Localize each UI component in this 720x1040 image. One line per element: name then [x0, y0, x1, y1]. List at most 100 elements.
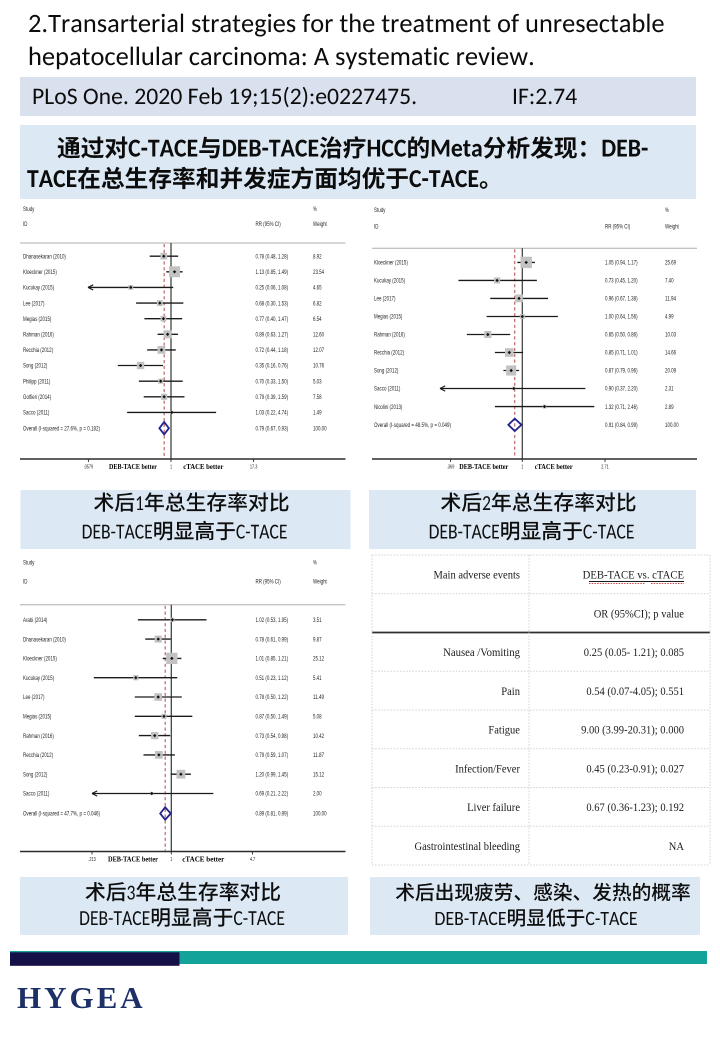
- svg-text:DEB-TACE better: DEB-TACE better: [108, 855, 158, 864]
- svg-text:Fatigue: Fatigue: [488, 725, 520, 737]
- svg-text:Liver failure: Liver failure: [467, 802, 520, 814]
- svg-text:1.32 (0.71, 2.46): 1.32 (0.71, 2.46): [605, 405, 638, 411]
- svg-text:10.76: 10.76: [313, 364, 325, 370]
- svg-text:0.67 (0.36-1.23); 0.192: 0.67 (0.36-1.23); 0.192: [586, 802, 684, 814]
- svg-text:Dhanasekaran (2010): Dhanasekaran (2010): [23, 637, 66, 643]
- svg-text:Weight: Weight: [665, 225, 679, 231]
- svg-text:Pain: Pain: [501, 686, 520, 698]
- svg-text:0.72 (0.44, 1.18): 0.72 (0.44, 1.18): [256, 348, 289, 354]
- svg-text:Rahman (2016): Rahman (2016): [23, 734, 54, 740]
- svg-text:6.82: 6.82: [313, 301, 322, 307]
- svg-text:Sacco (2011): Sacco (2011): [374, 387, 400, 393]
- svg-text:0.78 (0.50, 1.22): 0.78 (0.50, 1.22): [256, 695, 289, 701]
- svg-text:0.90 (0.37, 2.20): 0.90 (0.37, 2.20): [605, 387, 638, 393]
- svg-text:.0579: .0579: [84, 465, 94, 471]
- svg-text:0.25 (0.05- 1.21); 0.085: 0.25 (0.05- 1.21); 0.085: [584, 647, 684, 659]
- svg-text:Overall (I-squared = 47.7%, p: Overall (I-squared = 47.7%, p = 0.046): [23, 812, 100, 818]
- svg-text:0.78 (0.61, 0.99): 0.78 (0.61, 0.99): [256, 637, 289, 643]
- svg-text:4.99: 4.99: [665, 315, 674, 321]
- svg-text:Song (2012): Song (2012): [23, 364, 47, 370]
- svg-text:OR (95%CI); p value: OR (95%CI); p value: [594, 608, 684, 620]
- svg-text:10.42: 10.42: [313, 734, 325, 740]
- svg-text:2.00: 2.00: [313, 792, 322, 798]
- svg-text:0.79 (0.59, 1.07): 0.79 (0.59, 1.07): [256, 753, 289, 759]
- svg-text:0.96 (0.67, 1.38): 0.96 (0.67, 1.38): [605, 297, 638, 303]
- svg-text:2.31: 2.31: [665, 387, 674, 393]
- svg-text:100.00: 100.00: [665, 423, 679, 429]
- svg-text:Kucukay (2015): Kucukay (2015): [374, 279, 405, 285]
- svg-text:%: %: [665, 208, 669, 214]
- svg-text:14.66: 14.66: [665, 351, 677, 357]
- svg-text:Kloeckner (2015): Kloeckner (2015): [23, 270, 57, 276]
- svg-text:ID: ID: [374, 225, 379, 231]
- svg-text:RR (95% CI): RR (95% CI): [256, 222, 281, 228]
- svg-text:Kloeckner (2015): Kloeckner (2015): [374, 261, 408, 267]
- svg-text:2.71: 2.71: [601, 465, 609, 471]
- svg-text:0.79 (0.67, 0.93): 0.79 (0.67, 0.93): [256, 426, 289, 432]
- svg-text:Nicolini (2013): Nicolini (2013): [374, 405, 402, 411]
- svg-text:25.69: 25.69: [665, 261, 677, 267]
- svg-text:Overall (I-squared = 48.5%, p: Overall (I-squared = 48.5%, p = 0.049): [374, 423, 451, 429]
- svg-text:Overall (I-squared = 27.6%, p: Overall (I-squared = 27.6%, p = 0.182): [23, 426, 100, 432]
- svg-text:3.51: 3.51: [313, 618, 322, 624]
- svg-text:RR (95% CI): RR (95% CI): [605, 225, 630, 231]
- svg-text:cTACE better: cTACE better: [183, 462, 223, 471]
- svg-text:1.00 (0.64, 1.56): 1.00 (0.64, 1.56): [605, 315, 638, 321]
- svg-text:.369: .369: [447, 465, 455, 471]
- svg-text:Rahman (2016): Rahman (2016): [374, 333, 405, 339]
- svg-text:0.85 (0.71, 1.01): 0.85 (0.71, 1.01): [605, 351, 638, 357]
- svg-text:1.02 (0.53, 1.95): 1.02 (0.53, 1.95): [256, 618, 289, 624]
- svg-text:11.87: 11.87: [313, 753, 325, 759]
- svg-text:1: 1: [170, 857, 172, 863]
- svg-text:7.58: 7.58: [313, 395, 322, 401]
- svg-text:0.45 (0.23-0.91); 0.027: 0.45 (0.23-0.91); 0.027: [586, 763, 684, 775]
- svg-text:Weight: Weight: [313, 222, 327, 228]
- svg-text:0.70 (0.33, 1.50): 0.70 (0.33, 1.50): [256, 379, 289, 385]
- svg-text:ID: ID: [23, 222, 28, 228]
- svg-text:1: 1: [170, 465, 172, 471]
- svg-text:Rahman (2016): Rahman (2016): [23, 333, 54, 339]
- svg-text:Infection/Fever: Infection/Fever: [455, 763, 520, 775]
- svg-text:DEB-TACE vs. cTACE: DEB-TACE vs. cTACE: [583, 570, 684, 582]
- svg-text:0.87 (0.79, 0.96): 0.87 (0.79, 0.96): [605, 369, 638, 375]
- svg-text:RR (95% CI): RR (95% CI): [256, 580, 281, 586]
- svg-text:4.7: 4.7: [250, 857, 255, 863]
- svg-text:Recchia (2012): Recchia (2012): [23, 753, 53, 759]
- svg-text:Recchia (2012): Recchia (2012): [23, 348, 53, 354]
- svg-text:0.54 (0.07-4.05); 0.551: 0.54 (0.07-4.05); 0.551: [586, 686, 684, 698]
- svg-text:NA: NA: [669, 841, 685, 853]
- svg-text:DEB-TACE better: DEB-TACE better: [459, 462, 508, 471]
- svg-text:0.79 (0.39, 1.59): 0.79 (0.39, 1.59): [256, 395, 289, 401]
- svg-text:Study: Study: [374, 208, 385, 214]
- svg-text:Recchia (2012): Recchia (2012): [374, 351, 404, 357]
- svg-text:Megias (2015): Megias (2015): [374, 315, 402, 321]
- svg-text:0.73 (0.54, 0.98): 0.73 (0.54, 0.98): [256, 734, 289, 740]
- svg-text:0.77 (0.40, 1.47): 0.77 (0.40, 1.47): [256, 317, 289, 323]
- svg-text:%: %: [313, 207, 317, 213]
- svg-text:9.87: 9.87: [313, 637, 322, 643]
- svg-text:Megias (2015): Megias (2015): [23, 317, 51, 323]
- svg-text:Gastrointestinal bleeding: Gastrointestinal bleeding: [415, 841, 521, 853]
- svg-text:12.07: 12.07: [313, 348, 325, 354]
- svg-text:0.87 (0.50, 1.49): 0.87 (0.50, 1.49): [256, 715, 289, 721]
- svg-text:0.51 (0.23, 1.12): 0.51 (0.23, 1.12): [256, 676, 289, 682]
- svg-text:Song (2012): Song (2012): [374, 369, 398, 375]
- svg-text:Dhanasekaran (2010): Dhanasekaran (2010): [23, 254, 66, 260]
- svg-text:25.12: 25.12: [313, 657, 325, 663]
- svg-text:0.89 (0.81, 0.99): 0.89 (0.81, 0.99): [256, 812, 289, 818]
- svg-text:Kucukay (2015): Kucukay (2015): [23, 676, 54, 682]
- svg-text:Lee (2017): Lee (2017): [23, 301, 45, 307]
- svg-text:0.89 (0.63, 1.27): 0.89 (0.63, 1.27): [256, 333, 289, 339]
- svg-text:Kucukay (2015): Kucukay (2015): [23, 286, 54, 292]
- svg-text:Study: Study: [23, 561, 34, 567]
- svg-text:HYGEA: HYGEA: [17, 980, 146, 1015]
- svg-text:Nausea /Vomiting: Nausea /Vomiting: [443, 647, 520, 659]
- svg-text:Weight: Weight: [313, 580, 327, 586]
- svg-text:Lee (2017): Lee (2017): [23, 695, 45, 701]
- svg-text:0.69 (0.21, 2.22): 0.69 (0.21, 2.22): [256, 792, 289, 798]
- svg-text:1.01 (0.85, 1.21): 1.01 (0.85, 1.21): [256, 657, 289, 663]
- svg-text:Megias (2015): Megias (2015): [23, 715, 51, 721]
- svg-text:Philipp (2011): Philipp (2011): [23, 379, 50, 385]
- svg-text:11.94: 11.94: [665, 297, 677, 303]
- svg-text:100.00: 100.00: [313, 426, 327, 432]
